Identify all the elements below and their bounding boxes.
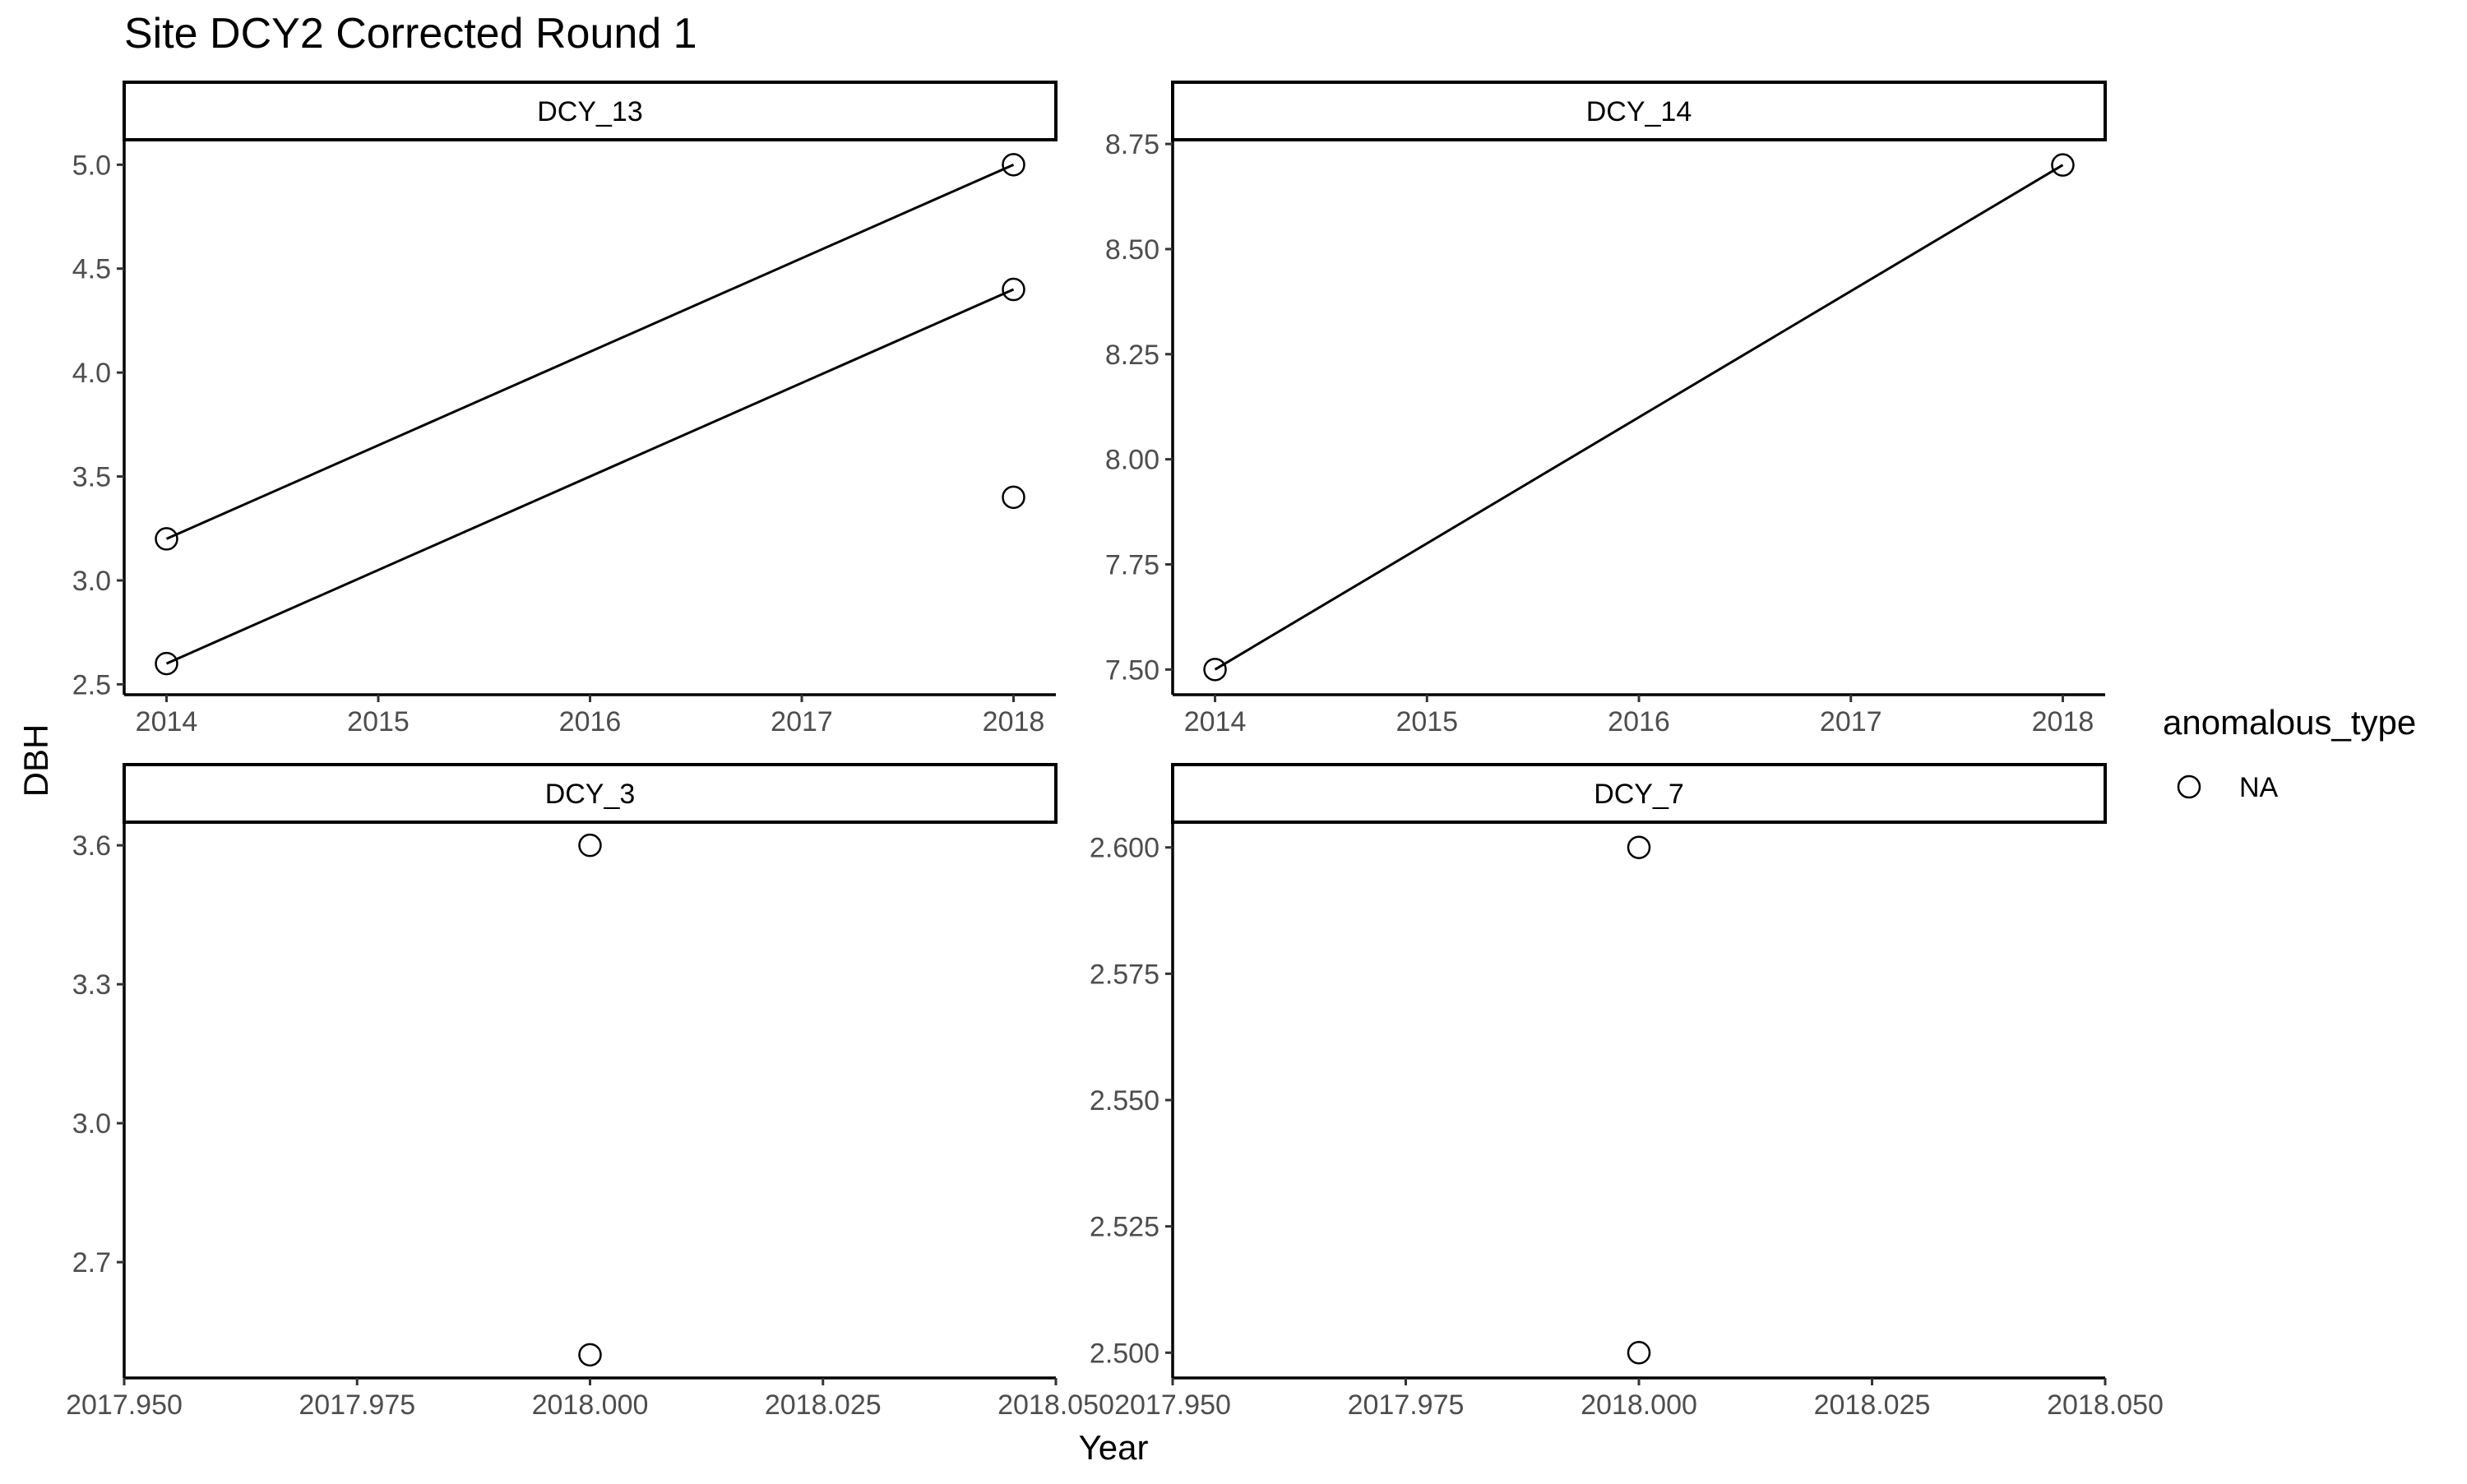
y-tick-label: 2.550 [1090, 1085, 1159, 1116]
y-tick-label: 8.50 [1105, 234, 1159, 266]
y-tick-label: 7.50 [1105, 654, 1159, 686]
legend: anomalous_type NA [2163, 703, 2416, 803]
facet-strip-label: DCY_7 [1594, 779, 1684, 810]
facet-strip [123, 81, 1058, 141]
panel-dcy-7: DCY_7 2.500 2.525 2.550 2.575 2.600 2017.950 20… [1090, 763, 2164, 1421]
x-tick-label: 2015 [1395, 706, 1458, 737]
facet-strip [1171, 81, 2107, 141]
series-line [1214, 164, 2064, 671]
facet-strip [1171, 763, 2107, 824]
y-tick-label: 8.25 [1105, 340, 1159, 371]
data-point [578, 1343, 602, 1367]
x-tick-label: 2014 [136, 706, 198, 737]
x-axis-label: Year [1079, 1428, 1149, 1467]
data-point [1627, 835, 1651, 859]
x-tick-label: 2015 [347, 706, 410, 737]
chart-title: Site DCY2 Corrected Round 1 [124, 10, 697, 58]
y-tick-label: 2.575 [1090, 959, 1159, 990]
y-tick-label: 4.0 [72, 358, 111, 389]
x-tick-label: 2016 [559, 706, 622, 737]
data-point [155, 527, 178, 551]
data-point [1203, 658, 1227, 682]
facet-strip-label: DCY_13 [537, 96, 643, 127]
legend-title: anomalous_type [2163, 703, 2416, 742]
y-tick-label: 3.6 [72, 830, 111, 862]
panels-group: DCY_13 2.5 3.0 3.5 4.0 4.5 5.0 2014 2015 2016 2017… [66, 81, 2164, 1421]
x-tick-label: 2018.050 [997, 1389, 1114, 1421]
y-tick-label: 2.5 [72, 669, 111, 700]
x-tick-label: 2018.025 [1814, 1389, 1931, 1421]
x-tick-label: 2018.025 [765, 1389, 882, 1421]
facet-strip-label: DCY_3 [545, 779, 636, 810]
legend-entry-label: NA [2239, 772, 2279, 803]
y-tick-label: 2.7 [72, 1247, 111, 1278]
facet-strip-label: DCY_14 [1586, 96, 1692, 127]
x-tick-label: 2018.000 [532, 1389, 649, 1421]
x-tick-label: 2017.950 [1114, 1389, 1231, 1421]
data-point [2051, 153, 2075, 177]
x-tick-label: 2014 [1184, 706, 1247, 737]
x-tick-label: 2016 [1608, 706, 1670, 737]
y-axis-label: DBH [16, 724, 55, 797]
x-tick-label: 2017.975 [1348, 1389, 1465, 1421]
y-tick-label: 8.75 [1105, 129, 1159, 160]
data-point [578, 833, 602, 858]
y-tick-label: 3.0 [72, 1108, 111, 1140]
legend-key-circle [2177, 774, 2201, 799]
y-tick-label: 5.0 [72, 150, 111, 181]
data-point [155, 651, 178, 676]
data-point [1002, 153, 1025, 177]
x-tick-label: 2017 [771, 706, 833, 737]
series-line [165, 288, 1015, 665]
data-point [1002, 277, 1025, 302]
series-line [165, 163, 1015, 540]
y-tick-label: 2.525 [1090, 1212, 1159, 1243]
facet-strip [123, 763, 1058, 824]
y-tick-label: 3.3 [72, 969, 111, 1001]
y-tick-label: 8.00 [1105, 445, 1159, 476]
y-tick-label: 2.500 [1090, 1338, 1159, 1369]
y-tick-label: 2.600 [1090, 833, 1159, 864]
x-tick-label: 2017 [1820, 706, 1882, 737]
panel-dcy-14: DCY_14 7.50 7.75 8.00 8.25 8.50 8.75 2014 2015 20… [1105, 81, 2107, 737]
x-tick-label: 2018 [2032, 706, 2094, 737]
y-tick-label: 7.75 [1105, 549, 1159, 580]
panel-dcy-13: DCY_13 2.5 3.0 3.5 4.0 4.5 5.0 2014 2015 2016 2017… [72, 81, 1058, 737]
data-point [1627, 1341, 1651, 1365]
y-tick-label: 3.5 [72, 462, 111, 493]
y-tick-label: 4.5 [72, 254, 111, 285]
data-point [1002, 485, 1025, 510]
x-tick-label: 2018.000 [1581, 1389, 1697, 1421]
x-tick-label: 2017.950 [66, 1389, 183, 1421]
x-tick-label: 2018.050 [2047, 1389, 2164, 1421]
x-tick-label: 2018 [983, 706, 1045, 737]
panel-dcy-3: DCY_3 2.7 3.0 3.3 3.6 2017.950 2017.975 2018.00… [66, 763, 1114, 1421]
x-tick-label: 2017.975 [299, 1389, 415, 1421]
y-tick-label: 3.0 [72, 566, 111, 597]
